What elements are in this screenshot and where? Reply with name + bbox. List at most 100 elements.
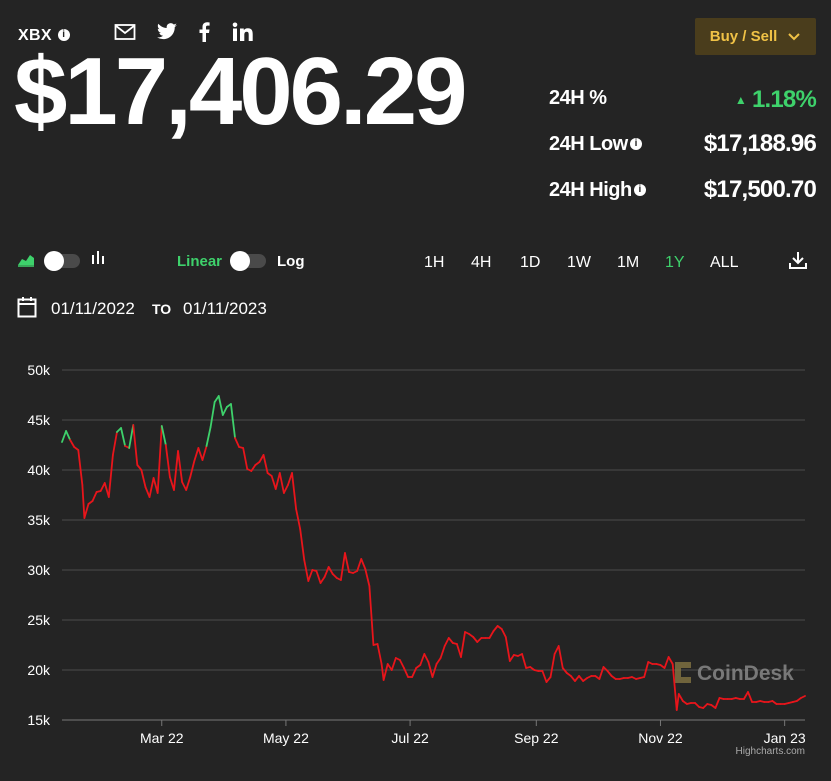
x-tick-label: Sep 22 xyxy=(514,730,559,746)
range-1m[interactable]: 1M xyxy=(617,254,640,271)
series-segment xyxy=(319,576,326,584)
series-segment xyxy=(331,573,338,579)
range-1w[interactable]: 1W xyxy=(567,254,591,271)
x-tick-label: Jul 22 xyxy=(391,730,429,746)
share-icons xyxy=(114,22,254,42)
series-segment xyxy=(671,663,678,711)
series-segment xyxy=(77,449,84,486)
series-segment xyxy=(476,637,483,643)
series-segment xyxy=(598,666,605,680)
series-segment xyxy=(492,625,499,632)
toggle-knob xyxy=(44,251,64,271)
series-segment xyxy=(427,661,434,678)
series-segment xyxy=(574,675,580,682)
x-tick-label: Jan 23 xyxy=(764,730,806,746)
range-1y[interactable]: 1Y xyxy=(665,254,685,271)
series-segment xyxy=(197,447,204,461)
area-chart-icon[interactable] xyxy=(17,251,35,267)
facebook-icon[interactable] xyxy=(198,22,210,42)
twitter-icon[interactable] xyxy=(156,23,178,41)
series-segment xyxy=(83,503,90,519)
series-segment xyxy=(364,568,371,587)
download-icon[interactable] xyxy=(789,251,807,269)
series-segment xyxy=(65,430,72,441)
series-segment xyxy=(643,661,650,678)
series-segment xyxy=(144,486,151,498)
stat-24h-high-label: 24H High i xyxy=(549,179,646,202)
chart-grid xyxy=(62,369,805,721)
range-4h[interactable]: 4H xyxy=(471,254,492,271)
date-to[interactable]: 01/11/2023 xyxy=(183,299,267,318)
highcharts-credit[interactable]: Highcharts.com xyxy=(736,746,805,757)
coindesk-logo-icon xyxy=(675,662,691,683)
series-segment xyxy=(570,675,576,682)
series-segment xyxy=(702,703,709,709)
calendar-icon[interactable] xyxy=(17,296,37,318)
date-from[interactable]: 01/11/2022 xyxy=(51,299,135,318)
series-segment xyxy=(282,484,289,494)
x-tick-label: May 22 xyxy=(263,730,309,746)
series-segment xyxy=(439,645,446,659)
series-segment xyxy=(61,430,67,443)
series-segment xyxy=(69,439,76,448)
series-segment xyxy=(315,570,322,584)
series-segment xyxy=(423,653,430,663)
coindesk-watermark: CoinDesk xyxy=(675,662,794,685)
x-tick-label: Mar 22 xyxy=(140,730,184,746)
series-segment xyxy=(541,670,548,683)
series-segment xyxy=(561,667,568,674)
series-segment xyxy=(714,697,721,709)
series-segment xyxy=(307,569,314,582)
series-segment xyxy=(81,484,86,519)
y-tick-label: 30k xyxy=(27,562,51,578)
series-segment xyxy=(323,566,330,578)
series-segment xyxy=(504,636,511,662)
series-segment xyxy=(447,637,454,644)
stat-24h-low-label: 24H Low i xyxy=(549,133,642,156)
y-axis-ticks: 15k 20k 25k 30k 35k 40k 45k 50k xyxy=(27,362,51,728)
info-icon[interactable]: i xyxy=(57,28,70,41)
y-tick-label: 40k xyxy=(27,462,51,478)
series-segment xyxy=(545,676,552,683)
series-segment xyxy=(189,460,196,478)
buy-sell-button[interactable]: Buy / Sell xyxy=(695,18,816,55)
y-tick-label: 45k xyxy=(27,412,51,428)
series-segment xyxy=(193,447,200,462)
series-segment xyxy=(148,477,155,498)
series-segment xyxy=(390,657,397,671)
scale-log-label[interactable]: Log xyxy=(277,253,305,270)
y-tick-label: 20k xyxy=(27,662,51,678)
series-segment xyxy=(435,657,442,665)
series-segment xyxy=(201,445,208,461)
series-segment xyxy=(339,552,346,581)
series-segment xyxy=(403,667,409,678)
series-segment xyxy=(675,693,680,711)
y-tick-label: 50k xyxy=(27,362,51,378)
series-segment xyxy=(128,424,135,449)
candlestick-icon[interactable] xyxy=(90,250,106,266)
range-1d[interactable]: 1D xyxy=(520,254,541,271)
series-segment xyxy=(242,447,249,470)
linkedin-icon[interactable] xyxy=(232,22,254,42)
price-chart: 15k 20k 25k 30k 35k 40k 45k 50k Mar 22 May 22 Jul… xyxy=(27,362,806,757)
chart-type-toggle[interactable] xyxy=(44,251,80,271)
series-segment xyxy=(230,403,236,439)
series-segment xyxy=(140,469,147,488)
series-segment xyxy=(386,663,393,671)
range-1h[interactable]: 1H xyxy=(424,254,445,271)
info-icon[interactable]: i xyxy=(629,137,642,150)
stat-24h-change-value: ▲ 1.18% xyxy=(735,86,817,114)
scale-toggle[interactable] xyxy=(230,251,266,271)
series-segment xyxy=(258,454,265,463)
series-segment xyxy=(694,702,701,708)
scale-linear-label[interactable]: Linear xyxy=(177,253,223,270)
stat-24h-change-text: 1.18% xyxy=(751,86,817,113)
series-segment xyxy=(500,628,507,638)
email-icon[interactable] xyxy=(114,23,136,41)
info-icon[interactable]: i xyxy=(633,183,646,196)
price-series xyxy=(61,395,806,711)
range-all[interactable]: ALL xyxy=(710,254,739,271)
series-segment xyxy=(262,454,269,474)
series-segment xyxy=(521,653,528,669)
stat-24h-high-value: $17,500.70 xyxy=(703,176,817,203)
